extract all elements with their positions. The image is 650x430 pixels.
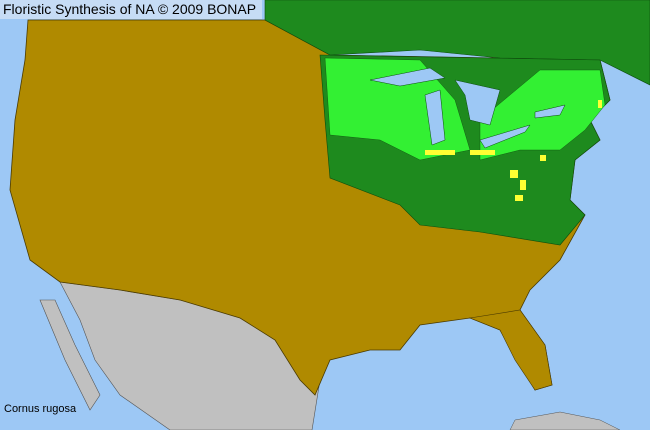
florida — [468, 309, 553, 391]
species-label: Cornus rugosa — [4, 403, 77, 415]
great-lakes — [369, 67, 566, 149]
map-title: Floristic Synthesis of NA © 2009 BONAP — [0, 0, 263, 19]
rare-counties — [425, 100, 602, 201]
cuba — [509, 411, 621, 430]
